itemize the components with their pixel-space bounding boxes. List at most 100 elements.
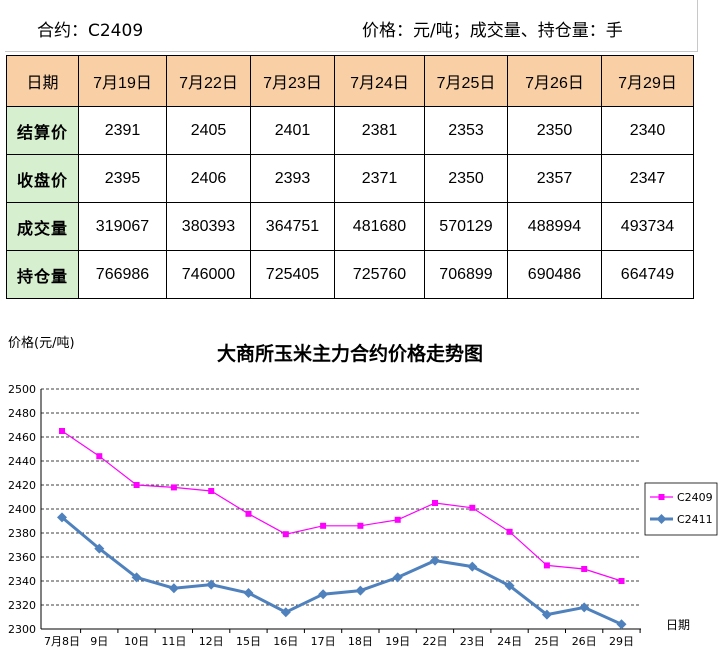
row-label: 结算价 <box>6 106 79 155</box>
data-point <box>394 516 401 523</box>
table-cell: 2395 <box>78 154 167 203</box>
table-row: 持仓量 766986 746000 725405 725760 706899 690486 6… <box>6 250 694 299</box>
x-tick-label: 26日 <box>572 635 597 648</box>
table-cell: 319067 <box>78 202 167 251</box>
x-tick-label: 7月8日 <box>44 635 80 648</box>
price-table: 日期 7月19日 7月22日 7月23日 7月24日 7月25日 7月26日 7月29日 结算… <box>6 55 694 299</box>
table-cell: 2405 <box>166 106 251 155</box>
x-tick-label: 10日 <box>124 635 149 648</box>
y-tick-label: 2420 <box>8 479 36 492</box>
legend: C2409 C2411 <box>644 482 718 536</box>
series-line-C2411 <box>61 516 623 626</box>
x-tick-label: 9日 <box>90 635 108 648</box>
data-point <box>57 512 67 523</box>
data-point <box>168 583 179 594</box>
table-header-cell: 7月26日 <box>507 55 602 107</box>
legend-box <box>644 482 718 536</box>
y-tick-label: 2460 <box>8 431 36 444</box>
table-cell: 746000 <box>166 250 251 299</box>
x-tick-label: 12日 <box>199 635 224 648</box>
units-label: 价格：元/吨；成交量、持仓量：手 <box>362 21 623 41</box>
x-tick-label: 24日 <box>497 635 522 648</box>
table-header-row: 日期 7月19日 7月22日 7月23日 7月24日 7月25日 7月26日 7月29日 <box>6 55 694 107</box>
data-point <box>133 482 140 488</box>
y-tick-label: 2360 <box>8 551 36 564</box>
data-point <box>469 504 476 511</box>
data-point <box>581 566 588 572</box>
table-header-cell: 7月19日 <box>78 55 167 107</box>
table-cell: 706899 <box>424 250 508 299</box>
y-tick-label: 2500 <box>8 383 36 396</box>
data-point <box>467 561 478 572</box>
table-cell: 2353 <box>424 106 508 155</box>
x-tick-label: 17日 <box>311 635 336 648</box>
table-header-cell: 7月24日 <box>334 55 425 107</box>
table-cell: 570129 <box>424 202 508 251</box>
table-cell: 488994 <box>507 202 602 251</box>
table-cell: 364751 <box>250 202 335 251</box>
y-tick-label: 2440 <box>8 455 36 468</box>
table-cell: 2381 <box>334 106 425 155</box>
legend-label: C2411 <box>677 513 713 526</box>
y-tick-labels: 2300 2320 2340 2360 2380 2400 2420 2440 2460 2480… <box>8 383 36 636</box>
axes <box>40 389 641 633</box>
row-label: 持仓量 <box>6 250 79 299</box>
table-cell: 2347 <box>601 154 694 203</box>
row-label: 成交量 <box>6 202 79 251</box>
data-point <box>320 522 327 529</box>
x-tick-label: 29日 <box>609 635 634 648</box>
data-point <box>616 619 627 630</box>
x-tick-label: 23日 <box>460 635 485 648</box>
table-header-cell: 7月25日 <box>424 55 508 107</box>
table-cell: 690486 <box>507 250 602 299</box>
x-tick-label: 18日 <box>348 635 373 648</box>
table-cell: 664749 <box>601 250 694 299</box>
y-tick-label: 2340 <box>8 575 36 588</box>
row-label: 收盘价 <box>6 154 79 203</box>
table-row: 收盘价 2395 2406 2393 2371 2350 2357 2347 <box>6 154 694 203</box>
header-bar: 合约：C2409 价格：元/吨；成交量、持仓量：手 <box>5 0 698 52</box>
data-point <box>504 580 515 591</box>
x-tick-label: 19日 <box>385 635 410 648</box>
table-body: 结算价 2391 2405 2401 2381 2353 2350 2340 收盘价 2395 24… <box>6 106 694 299</box>
table-cell: 2391 <box>78 106 167 155</box>
data-point <box>280 607 291 618</box>
data-point <box>170 484 177 491</box>
x-tick-label: 16日 <box>273 635 298 648</box>
data-point <box>579 602 590 613</box>
x-tick-labels: 7月8日 9日 10日 11日 12日 15日 16日 17日 18日 19日 22日 23日 24日 2… <box>44 635 634 648</box>
y-tick-label: 2300 <box>8 623 36 636</box>
legend-marker <box>658 494 665 500</box>
data-point <box>245 510 252 517</box>
table-cell: 2393 <box>250 154 335 203</box>
price-trend-chart: 大商所玉米主力合约价格走势图 价格(元/吨) 日期 23002320234023… <box>8 335 718 648</box>
table-header-cell: 7月23日 <box>250 55 335 107</box>
table-header-cell: 7月22日 <box>166 55 251 107</box>
table-cell: 766986 <box>78 250 167 299</box>
y-tick-label: 2380 <box>8 527 36 540</box>
table-cell: 2357 <box>507 154 602 203</box>
data-point <box>94 543 105 554</box>
table-cell: 725405 <box>250 250 335 299</box>
y-tick-label: 2400 <box>8 503 36 516</box>
table-cell: 2350 <box>424 154 508 203</box>
data-point <box>59 428 65 434</box>
table-cell: 2350 <box>507 106 602 155</box>
x-tick-label: 11日 <box>161 635 186 648</box>
data-point <box>543 562 550 569</box>
x-tick-label: 25日 <box>534 635 559 648</box>
data-point <box>618 578 625 584</box>
chart-title: 大商所玉米主力合约价格走势图 <box>217 342 483 365</box>
data-point <box>430 555 440 566</box>
data-point <box>282 531 289 538</box>
table-cell: 2340 <box>601 106 694 155</box>
x-tick-label: 22日 <box>423 635 448 648</box>
y-tick-label: 2320 <box>8 599 36 612</box>
legend-marker <box>656 514 667 524</box>
table-cell: 481680 <box>334 202 425 251</box>
y-tick-label: 2480 <box>8 407 36 420</box>
data-point <box>357 522 364 529</box>
table-header-cell: 7月29日 <box>601 55 694 107</box>
table-cell: 380393 <box>166 202 251 251</box>
data-point <box>131 572 142 583</box>
